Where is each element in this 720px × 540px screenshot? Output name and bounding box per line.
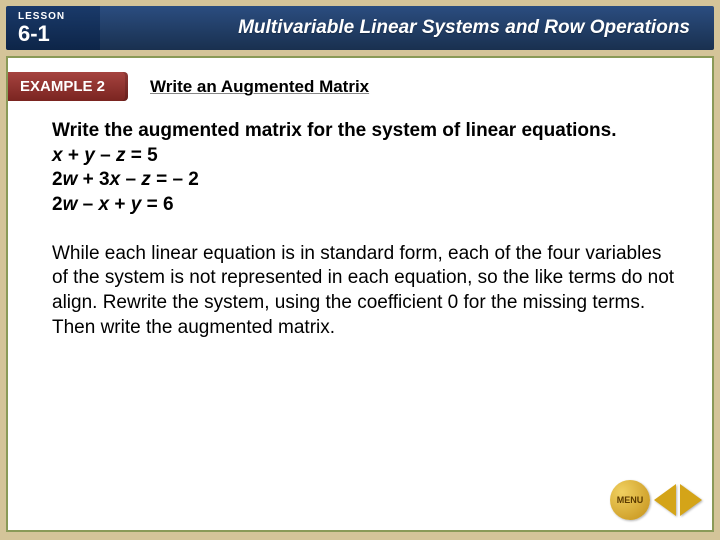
body-text: Write the augmented matrix for the syste…: [8, 119, 712, 341]
prev-arrow-icon[interactable]: [654, 484, 676, 516]
problem-intro: Write the augmented matrix for the syste…: [52, 119, 676, 144]
equation-1: x + y – z = 5: [52, 144, 676, 169]
menu-button[interactable]: MENU: [610, 480, 650, 520]
problem-statement: Write the augmented matrix for the syste…: [52, 119, 676, 218]
header-bar: LESSON 6-1 Multivariable Linear Systems …: [6, 6, 714, 50]
lesson-badge: LESSON 6-1: [6, 6, 102, 50]
equation-2: 2w + 3x – z = – 2: [52, 168, 676, 193]
slide-frame: LESSON 6-1 Multivariable Linear Systems …: [0, 0, 720, 540]
lesson-number: 6-1: [18, 23, 84, 45]
content-area: EXAMPLE 2 Write an Augmented Matrix Writ…: [6, 56, 714, 532]
example-tab: EXAMPLE 2: [8, 72, 128, 101]
chapter-title: Multivariable Linear Systems and Row Ope…: [100, 6, 714, 50]
menu-label: MENU: [617, 495, 644, 505]
next-arrow-icon[interactable]: [680, 484, 702, 516]
example-title: Write an Augmented Matrix: [150, 77, 369, 97]
equation-3: 2w – x + y = 6: [52, 193, 676, 218]
nav-controls: MENU: [610, 480, 702, 520]
explanation-text: While each linear equation is in standar…: [52, 242, 676, 341]
example-header: EXAMPLE 2 Write an Augmented Matrix: [8, 72, 712, 101]
